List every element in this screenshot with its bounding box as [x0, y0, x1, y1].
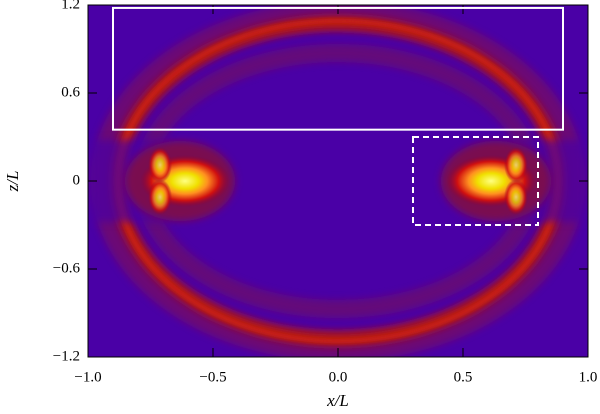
- region-box: [412, 136, 539, 226]
- y-tick-label: 0: [73, 172, 81, 188]
- y-tick-label: 1.2: [61, 0, 80, 12]
- x-tick-label: −1.0: [74, 369, 101, 385]
- heatmap: [88, 5, 588, 357]
- region-box: [112, 6, 564, 131]
- y-tick-label: 0.6: [61, 84, 80, 100]
- x-tick-label: 0.5: [454, 369, 473, 385]
- y-axis-label: z/L: [3, 171, 22, 193]
- x-axis-label: x/L: [326, 391, 349, 410]
- y-tick-label: −0.6: [53, 260, 81, 276]
- x-tick-label: −0.5: [199, 369, 226, 385]
- x-tick-label: 0.0: [329, 369, 348, 385]
- x-tick-label: 1.0: [579, 369, 598, 385]
- y-tick-label: −1.2: [53, 348, 80, 364]
